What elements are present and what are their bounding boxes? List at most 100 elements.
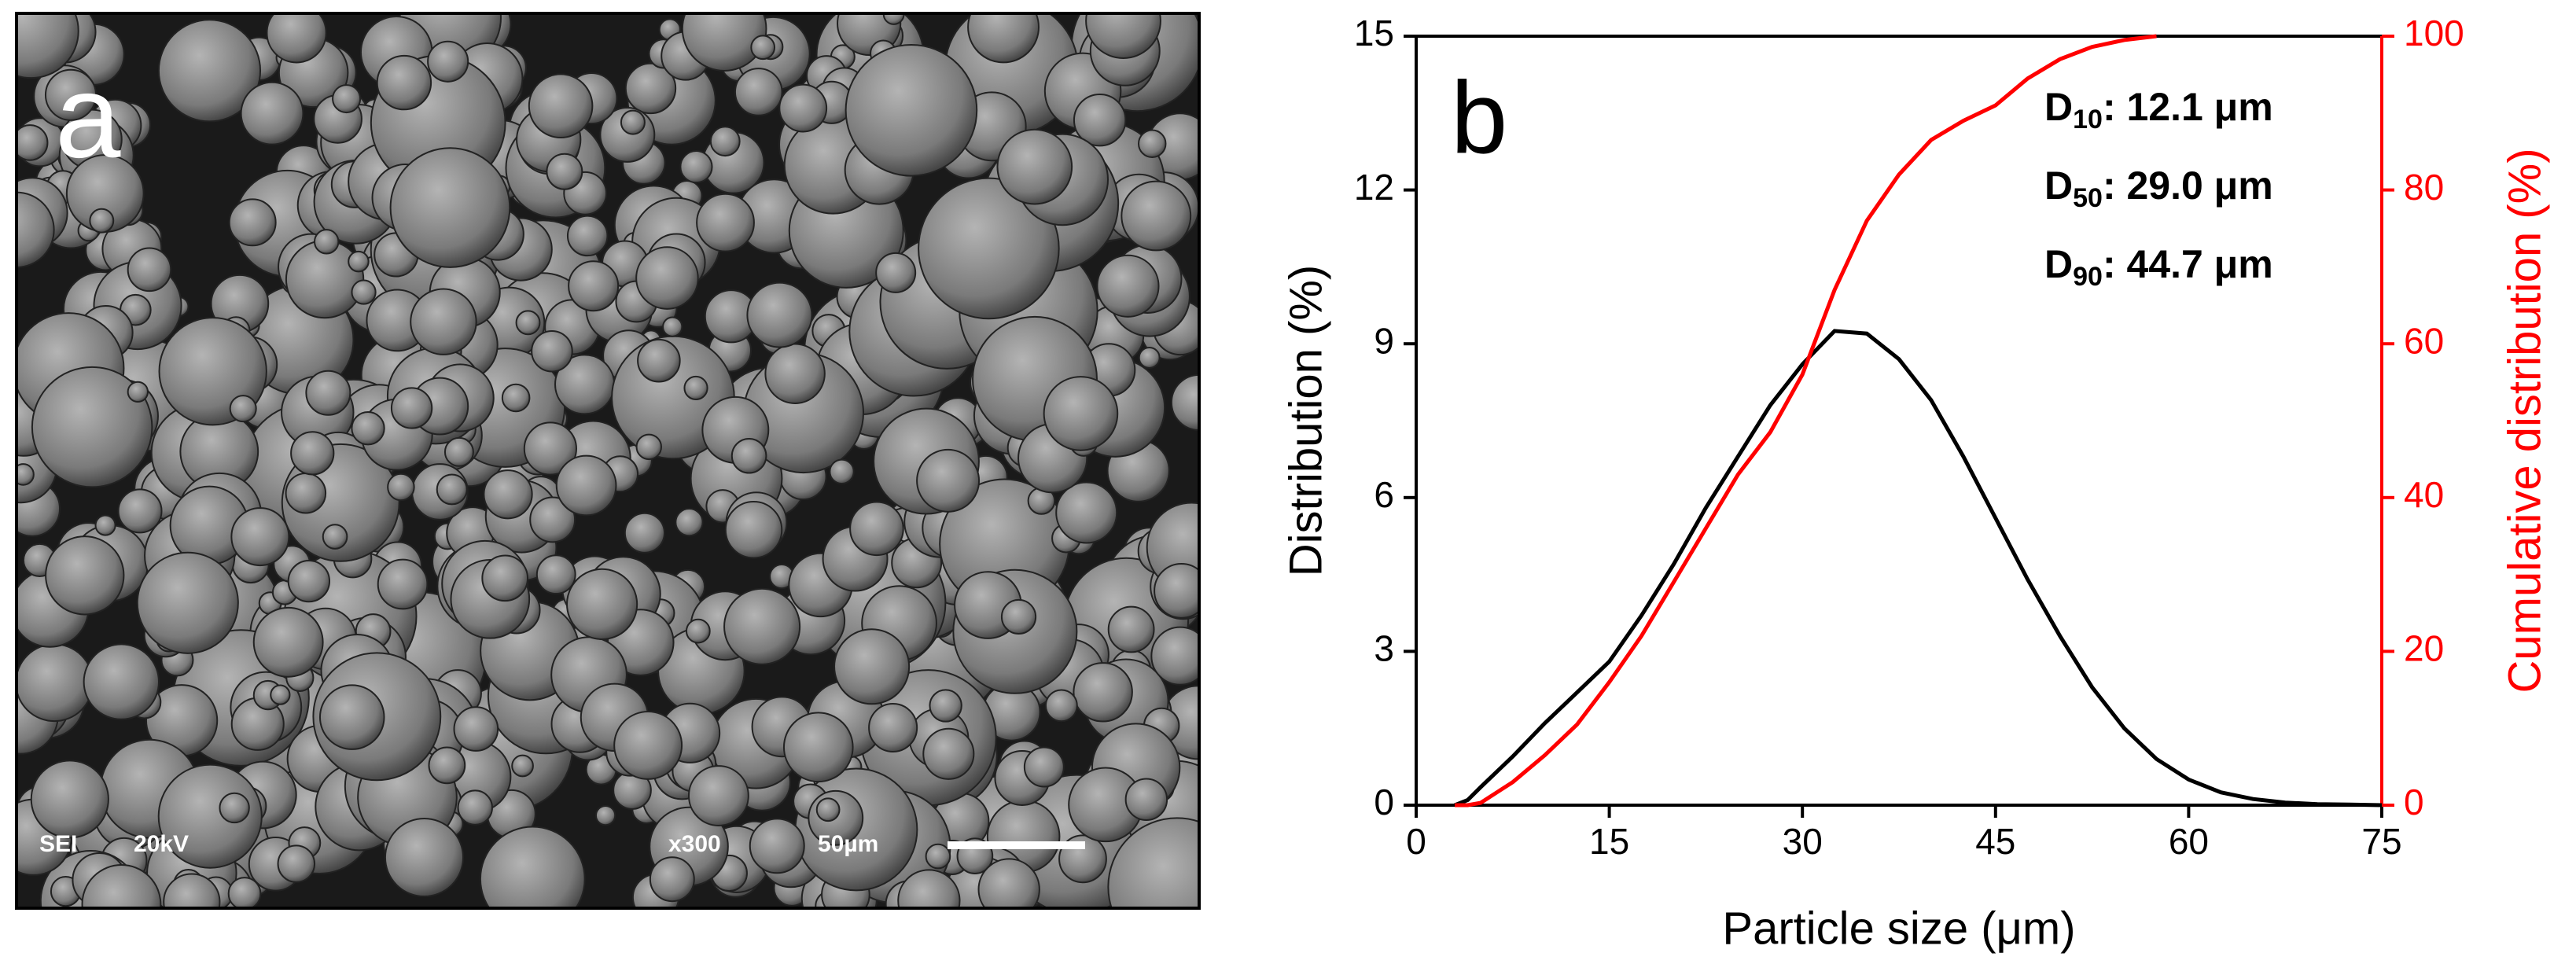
particle (637, 338, 681, 383)
panel-label: a (55, 50, 121, 182)
particle (613, 710, 683, 780)
particle (1150, 626, 1199, 686)
particle (778, 83, 828, 133)
particle (624, 62, 677, 115)
particle (389, 147, 511, 268)
x-tick-label: 75 (2361, 821, 2401, 862)
x-tick-label: 0 (1406, 821, 1426, 862)
particle (157, 763, 263, 869)
particle (750, 35, 776, 61)
particle (568, 260, 620, 312)
annotation: D90: 44.7 μm (2044, 242, 2273, 292)
x-tick-label: 60 (2169, 821, 2209, 862)
particle (635, 246, 699, 310)
particle (1138, 129, 1167, 158)
particle (683, 375, 708, 401)
particle (314, 229, 340, 255)
particle (529, 496, 576, 543)
particle (428, 746, 466, 785)
particle (285, 472, 327, 514)
particle (528, 73, 594, 138)
particle (620, 109, 646, 135)
annotation-subscript: 50 (2073, 183, 2103, 213)
particle (696, 193, 755, 252)
particle (228, 198, 277, 247)
y-tick-label: 3 (1374, 628, 1394, 669)
particle (384, 817, 465, 898)
particle (127, 247, 172, 292)
particle (849, 501, 904, 557)
particle (730, 437, 767, 474)
particle (1000, 598, 1037, 635)
particle (117, 488, 163, 534)
particle (829, 458, 855, 485)
particle (252, 606, 324, 678)
y2-tick-label: 20 (2404, 628, 2444, 669)
particle (566, 215, 609, 257)
particle (427, 40, 469, 83)
particle (1107, 817, 1199, 908)
particle (929, 689, 962, 723)
particle (17, 13, 79, 79)
particle (681, 13, 767, 72)
y2-tick-label: 60 (2404, 320, 2444, 361)
particle (546, 153, 583, 190)
annotation-symbol: D (2044, 242, 2073, 286)
particle (746, 281, 813, 348)
particle (45, 535, 125, 616)
particle (897, 869, 961, 908)
particle (724, 501, 783, 559)
annotation-symbol: D (2044, 164, 2073, 208)
particle (764, 343, 826, 404)
particle (501, 383, 531, 413)
particle (127, 381, 149, 403)
particle (30, 760, 109, 839)
particle (17, 643, 94, 723)
particle (1096, 254, 1160, 318)
y-axis-label: Distribution (%) (1280, 265, 1331, 576)
particle (922, 727, 975, 780)
particle (348, 250, 370, 273)
particle (511, 754, 534, 778)
particle (1121, 180, 1192, 252)
annotation: D10: 12.1 μm (2044, 85, 2273, 134)
particle (734, 68, 783, 116)
y2-axis-label: Cumulative distribution (%) (2499, 148, 2550, 693)
particle (136, 551, 239, 654)
particle (17, 463, 35, 486)
particle (687, 765, 749, 826)
particle (157, 19, 262, 123)
particle (662, 316, 683, 337)
particle (322, 524, 348, 550)
y-tick-label: 0 (1374, 782, 1394, 822)
annotation-subscript: 90 (2073, 262, 2103, 292)
particle (410, 288, 477, 355)
x-axis-label: Particle size (μm) (1722, 903, 2075, 954)
annotation-subscript: 10 (2073, 105, 2103, 134)
particle (1043, 376, 1119, 451)
particle (390, 387, 433, 429)
particle (351, 411, 385, 446)
y-tick-label: 9 (1374, 320, 1394, 361)
particle (531, 329, 573, 373)
particle (290, 431, 335, 476)
particle (685, 618, 711, 644)
sem-info: SEI (39, 831, 77, 857)
particle (94, 514, 116, 536)
particle (44, 68, 98, 121)
particle (387, 473, 415, 502)
particle (1124, 778, 1168, 821)
particle (351, 279, 377, 305)
particle (332, 84, 362, 114)
particle (594, 804, 616, 826)
particle (523, 421, 577, 476)
particle (31, 366, 153, 488)
particle (305, 370, 351, 416)
particle (967, 13, 1040, 64)
particle (81, 864, 162, 908)
x-tick-label: 30 (1783, 821, 1823, 862)
panel-label: b (1451, 60, 1507, 175)
annotation-symbol: D (2044, 85, 2073, 129)
particle (270, 684, 291, 705)
particle (624, 512, 665, 554)
